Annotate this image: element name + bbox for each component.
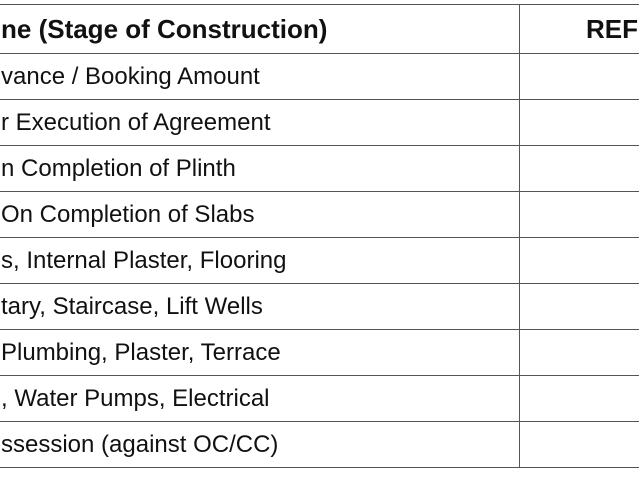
payment-table: ne (Stage of Construction) REF vance / Boo… <box>0 4 639 468</box>
table-cell: r Execution of Agreement <box>0 99 520 146</box>
table-cell: , Water Pumps, Electrical <box>0 375 520 422</box>
table-cell: s, Internal Plaster, Flooring <box>0 237 520 284</box>
header-cell: ne (Stage of Construction) <box>0 4 520 54</box>
empty-cell <box>519 145 639 192</box>
table-cell: vance / Booking Amount <box>0 53 520 100</box>
empty-cell <box>519 191 639 238</box>
table-row: Plumbing, Plaster, Terrace <box>0 329 639 376</box>
empty-cell <box>519 283 639 330</box>
table-cell: tary, Staircase, Lift Wells <box>0 283 520 330</box>
empty-cell <box>519 375 639 422</box>
table-row: vance / Booking Amount <box>0 53 639 100</box>
header-cell: REF <box>519 4 639 54</box>
table-row: s, Internal Plaster, Flooring <box>0 237 639 284</box>
table-row: r Execution of Agreement <box>0 99 639 146</box>
table-row: , Water Pumps, Electrical <box>0 375 639 422</box>
empty-cell <box>519 53 639 100</box>
table-row: n Completion of Plinth <box>0 145 639 192</box>
empty-cell <box>519 237 639 284</box>
table-row: tary, Staircase, Lift Wells <box>0 283 639 330</box>
table-row: On Completion of Slabs <box>0 191 639 238</box>
empty-cell <box>519 99 639 146</box>
empty-cell <box>519 329 639 376</box>
table-cell: Plumbing, Plaster, Terrace <box>0 329 520 376</box>
table-cell: ssession (against OC/CC) <box>0 421 520 468</box>
table-row: ssession (against OC/CC) <box>0 421 639 468</box>
table-cell: n Completion of Plinth <box>0 145 520 192</box>
table-cell: On Completion of Slabs <box>0 191 520 238</box>
empty-cell <box>519 421 639 468</box>
header-row: ne (Stage of Construction) REF <box>0 4 639 54</box>
